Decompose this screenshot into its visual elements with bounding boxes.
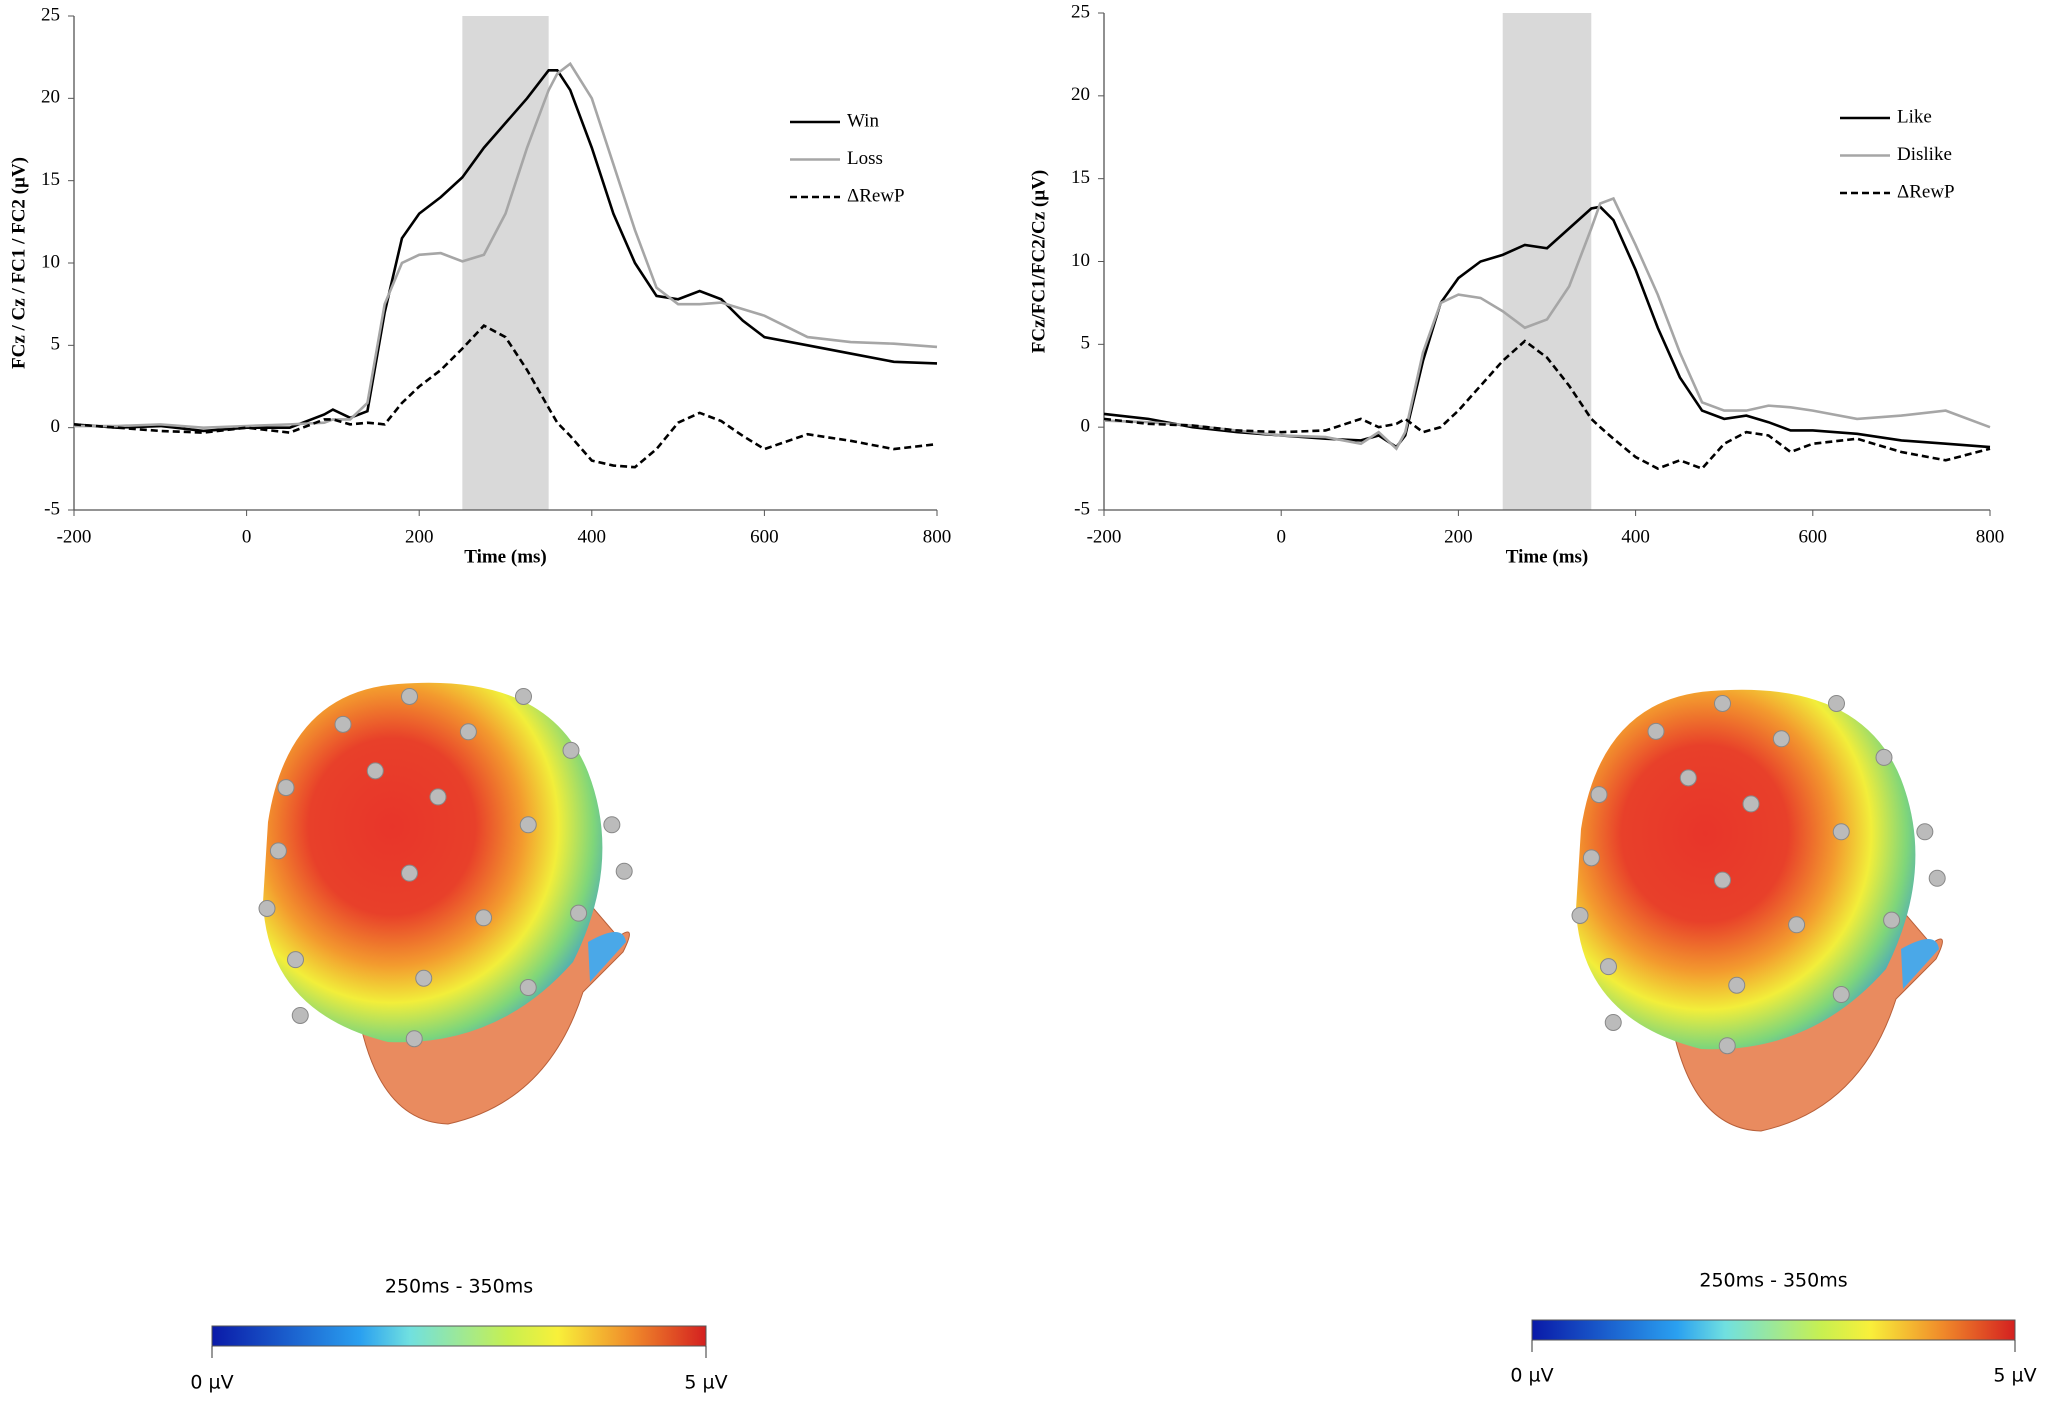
electrode [1928, 869, 1946, 887]
ear [588, 932, 626, 982]
electrode [366, 762, 384, 780]
electrode [519, 816, 537, 834]
highlight-band [1502, 13, 1592, 510]
x-tick-label: 200 [405, 526, 434, 547]
y-tick-label: 25 [1071, 1, 1090, 22]
electrode [1832, 986, 1850, 1004]
y-tick-label: 20 [41, 87, 60, 108]
scalp-map [1576, 689, 1916, 1050]
electrode [562, 741, 580, 759]
series-line [74, 61, 938, 429]
legend-label: ΔRewP [1897, 181, 1955, 202]
colorbar [1531, 1319, 2016, 1341]
x-tick-label: 200 [1444, 526, 1473, 547]
electrode [1772, 730, 1790, 748]
y-tick-label: 0 [51, 416, 61, 437]
colorbar-tick-label: 5 µV [684, 1372, 727, 1394]
electrode [1718, 1037, 1736, 1055]
electrode [401, 864, 418, 882]
scalp-map [263, 682, 603, 1043]
electrode [415, 969, 433, 987]
electrode [1604, 1013, 1622, 1031]
electrode [1679, 769, 1697, 787]
ear [1901, 939, 1939, 989]
electrode [269, 842, 287, 860]
y-tick-label: -5 [44, 498, 60, 519]
x-tick-label: 600 [750, 526, 779, 547]
electrode [570, 904, 588, 922]
electrode [287, 951, 304, 969]
legend-label: Loss [847, 148, 883, 169]
electrode [1728, 976, 1746, 994]
x-tick-label: 400 [1621, 526, 1650, 547]
y-axis-label: FCz/FC1/FC2/Cz (µV) [1028, 170, 1049, 353]
electrode [475, 909, 493, 927]
colorbar-tick-label: 5 µV [1993, 1365, 2036, 1387]
electrode [405, 1030, 423, 1048]
y-axis-label: FCz / Cz / FC1 / FC2 (µV) [8, 157, 29, 369]
electrode [429, 788, 447, 806]
colorbar-title: 250ms - 350ms [1699, 1270, 1847, 1292]
electrode [1582, 849, 1600, 867]
electrode [459, 723, 477, 741]
electrode [334, 715, 352, 733]
y-tick-label: 10 [41, 251, 60, 272]
series-line [73, 323, 938, 469]
x-tick-label: 400 [578, 526, 607, 547]
electrode [258, 900, 276, 917]
electrode [1832, 823, 1850, 841]
y-tick-label: 20 [1071, 84, 1090, 105]
x-tick-label: -200 [1087, 526, 1122, 547]
series-line [1103, 339, 1991, 471]
x-tick-label: 600 [1799, 526, 1828, 547]
y-tick-label: 15 [41, 169, 60, 190]
electrode [1828, 694, 1845, 712]
electrode [1916, 823, 1934, 841]
electrode [519, 979, 537, 997]
x-axis-label: Time (ms) [1506, 546, 1589, 567]
colorbar-title: 250ms - 350ms [385, 1276, 533, 1298]
electrode [1647, 722, 1665, 740]
electrode [1788, 916, 1806, 934]
legend-label: Like [1897, 106, 1932, 127]
y-tick-label: 15 [1071, 167, 1090, 188]
x-tick-label: 800 [1976, 526, 2005, 547]
x-tick-label: 800 [923, 526, 952, 547]
electrode [1600, 958, 1617, 976]
electrode [277, 779, 295, 797]
electrode [291, 1006, 309, 1024]
legend-label: Dislike [1897, 144, 1952, 165]
colorbar-tick-label: 0 µV [190, 1372, 233, 1394]
electrode [1742, 795, 1760, 813]
electrode [515, 687, 532, 705]
electrode [1883, 911, 1901, 929]
electrode [603, 816, 621, 834]
y-tick-label: 0 [1081, 416, 1091, 437]
colorbar [211, 1325, 707, 1347]
electrode [1714, 694, 1731, 712]
series-line [1103, 196, 1991, 451]
x-tick-label: 0 [242, 526, 252, 547]
electrode [1875, 748, 1893, 766]
y-tick-label: 10 [1071, 250, 1090, 271]
electrode [1590, 786, 1608, 804]
legend-label: Win [847, 110, 879, 131]
y-tick-label: 25 [41, 4, 60, 25]
x-tick-label: -200 [57, 526, 92, 547]
x-tick-label: 0 [1276, 526, 1286, 547]
electrode [1714, 871, 1731, 889]
highlight-band [462, 16, 549, 510]
x-axis-label: Time (ms) [464, 546, 547, 567]
y-tick-label: 5 [51, 334, 61, 355]
electrode [401, 687, 418, 705]
y-tick-label: 5 [1081, 333, 1091, 354]
legend-label: ΔRewP [847, 185, 905, 206]
y-tick-label: -5 [1074, 498, 1090, 519]
electrode [615, 862, 633, 880]
electrode [1571, 907, 1589, 924]
series-line [73, 69, 938, 433]
colorbar-tick-label: 0 µV [1510, 1365, 1553, 1387]
